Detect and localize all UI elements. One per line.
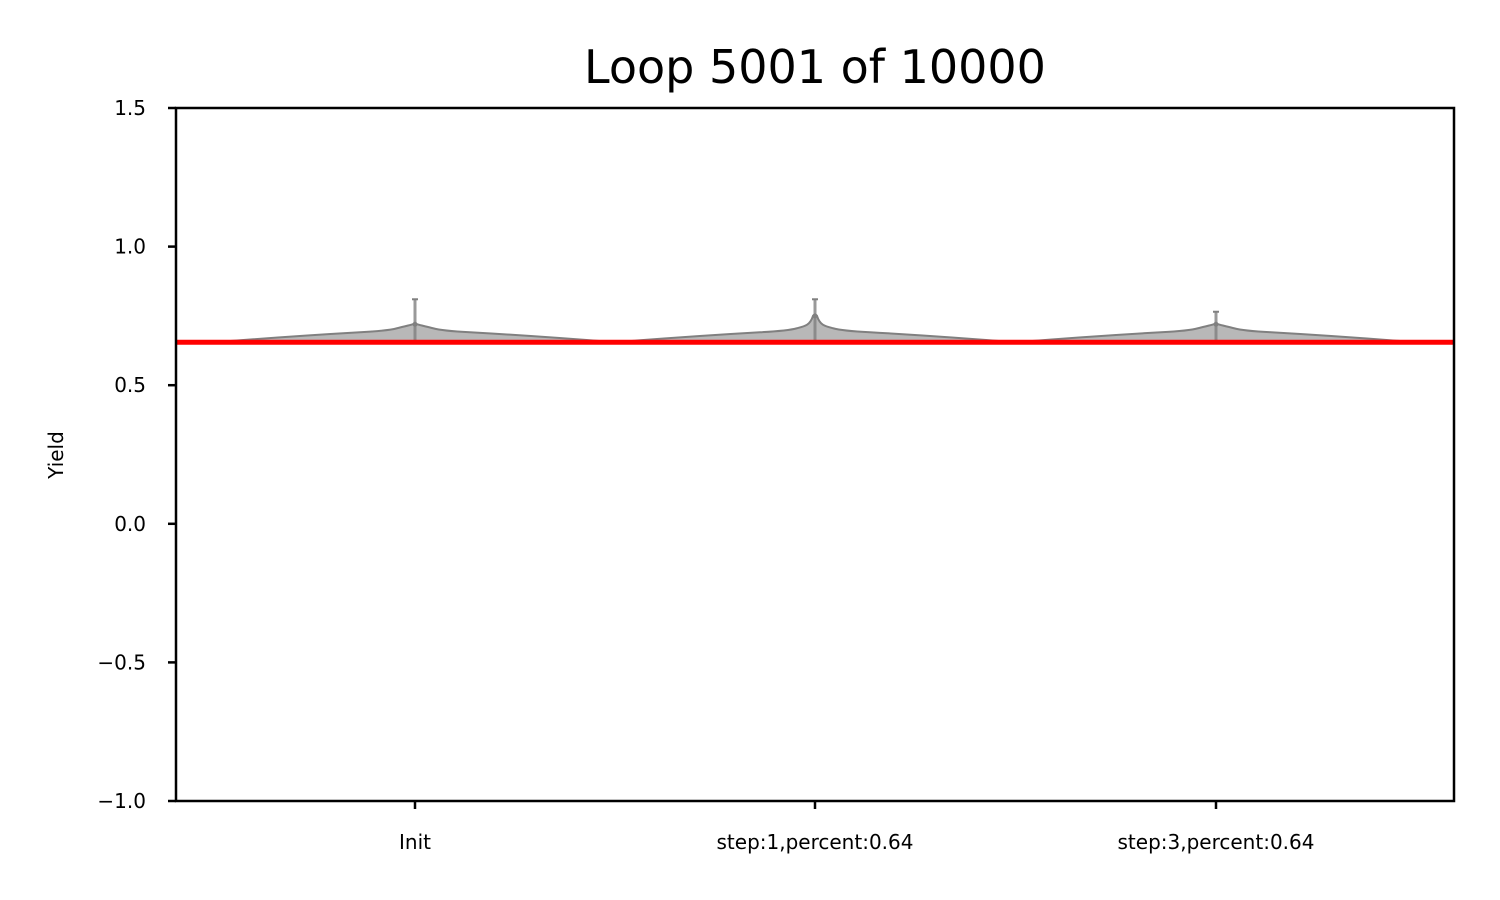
x-tick-label: step:1,percent:0.64	[717, 830, 914, 854]
y-tick-label: 1.0	[114, 235, 146, 259]
violin-group	[214, 298, 1417, 344]
plot-frame	[174, 106, 1456, 803]
violin-1	[614, 298, 1016, 344]
y-tick-label: 1.5	[114, 96, 146, 120]
y-tick-label: 0.5	[114, 373, 146, 397]
violin-0	[214, 298, 616, 344]
y-tick-label: 0.0	[114, 512, 146, 536]
x-tick-label: Init	[399, 830, 431, 854]
x-axis-ticks: Init step:1,percent:0.64 step:3,percent:0.…	[399, 801, 1314, 854]
y-tick-label: −0.5	[97, 650, 146, 674]
y-axis-label: Yield	[44, 431, 68, 480]
chart-title: Loop 5001 of 10000	[584, 40, 1046, 94]
y-axis-ticks: −1.0 −0.5 0.0 0.5 1.0 1.5	[97, 96, 176, 813]
violin-median-point	[1213, 321, 1219, 327]
violin-2	[1015, 310, 1417, 344]
violin-median-point	[812, 313, 818, 319]
violin-median-point	[412, 321, 418, 327]
x-tick-label: step:3,percent:0.64	[1118, 830, 1315, 854]
y-tick-label: −1.0	[97, 789, 146, 813]
